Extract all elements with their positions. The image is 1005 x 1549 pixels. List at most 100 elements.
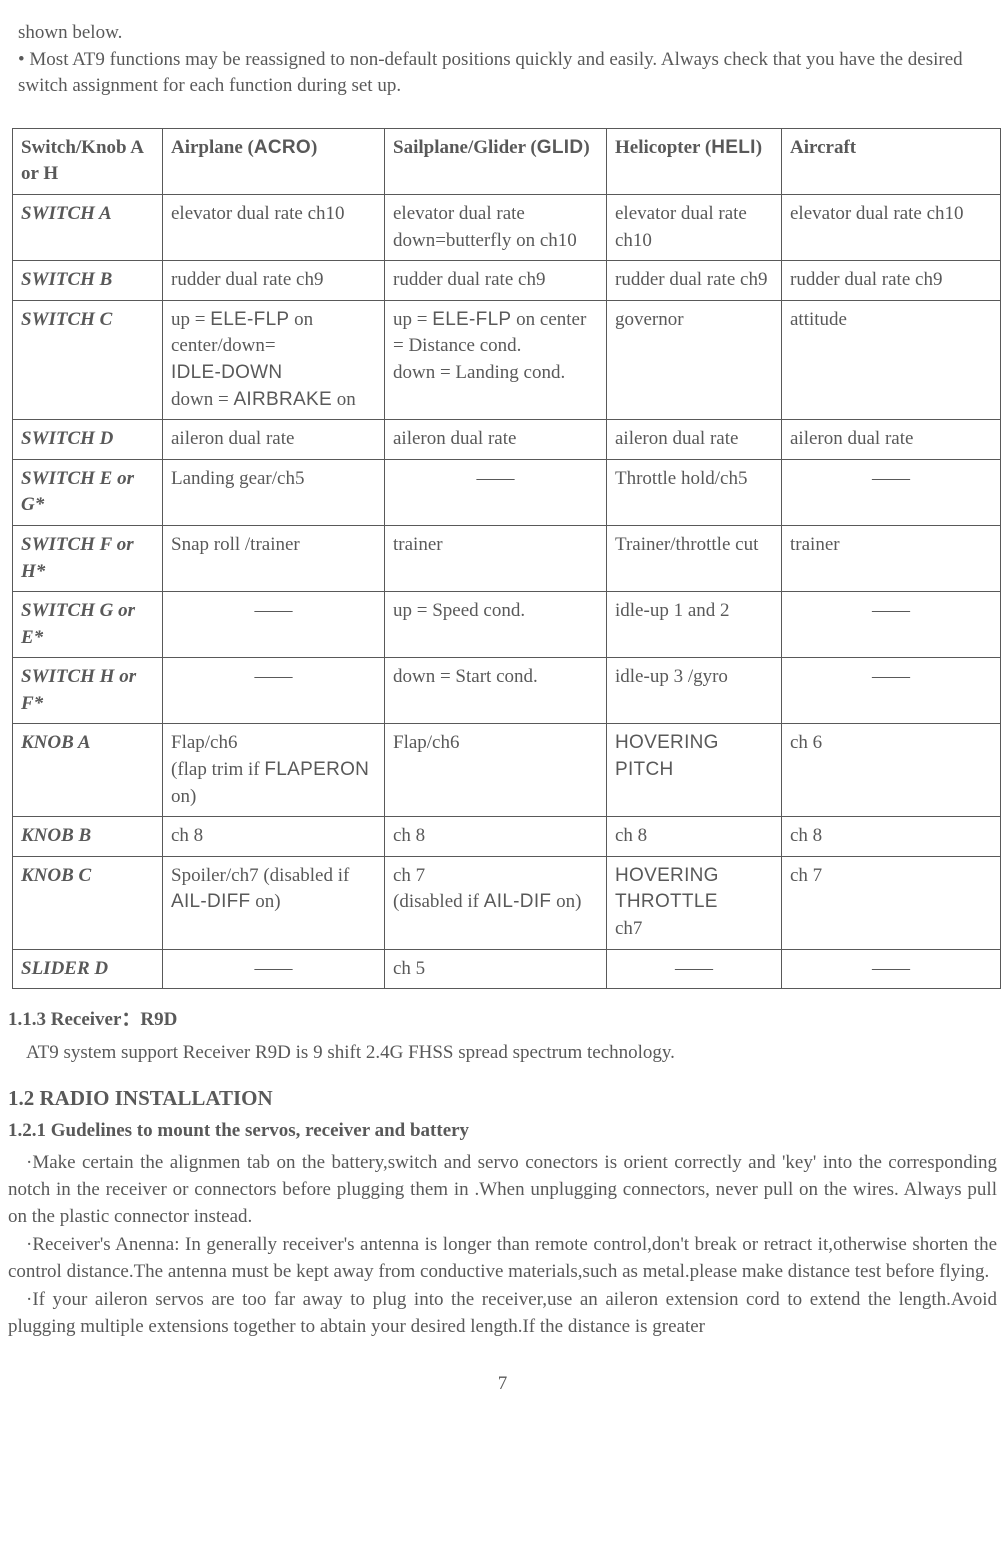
text: ch 7 xyxy=(393,865,425,886)
text: IDLE-DOWN xyxy=(171,362,282,383)
cell: aileron dual rate xyxy=(607,420,782,460)
cell: aileron dual rate xyxy=(782,420,1001,460)
table-header-row: Switch/Knob A or H Airplane (ACRO) Sailp… xyxy=(13,128,1001,194)
text: Flap/ch6 xyxy=(171,732,238,753)
text: up = xyxy=(393,309,432,330)
header-airplane-paren: ) xyxy=(311,137,317,158)
table-row: SWITCH C up = ELE-FLP on center/down= ID… xyxy=(13,300,1001,419)
cell: —— xyxy=(385,459,607,525)
cell: Throttle hold/ch5 xyxy=(607,459,782,525)
cell: ch 8 xyxy=(385,817,607,857)
header-col-sailplane: Sailplane/Glider (GLID) xyxy=(385,128,607,194)
cell: —— xyxy=(163,592,385,658)
cell: trainer xyxy=(385,525,607,591)
header-glid: GLID xyxy=(537,137,584,158)
row-label-switch-d: SWITCH D xyxy=(13,420,163,460)
cell: aileron dual rate xyxy=(385,420,607,460)
row-label-knob-c: KNOB C xyxy=(13,856,163,949)
table-row: SWITCH F or H* Snap roll /trainer traine… xyxy=(13,525,1001,591)
text: FLAPERON xyxy=(264,759,369,780)
header-airplane-text: Airplane ( xyxy=(171,137,254,158)
cell: attitude xyxy=(782,300,1001,419)
cell: down = Start cond. xyxy=(385,658,607,724)
cell: —— xyxy=(163,949,385,989)
table-row: SWITCH A elevator dual rate ch10 elevato… xyxy=(13,194,1001,260)
cell: Flap/ch6 xyxy=(385,724,607,817)
header-heli-paren: ) xyxy=(756,137,762,158)
cell: HOVERING THROTTLE ch7 xyxy=(607,856,782,949)
cell: ch 8 xyxy=(163,817,385,857)
text: (disabled if xyxy=(393,891,484,912)
table-row: SWITCH D aileron dual rate aileron dual … xyxy=(13,420,1001,460)
table-row: SLIDER D —— ch 5 —— —— xyxy=(13,949,1001,989)
cell: —— xyxy=(782,949,1001,989)
cell: elevator dual rate ch10 xyxy=(163,194,385,260)
header-sailplane-text: Sailplane/Glider ( xyxy=(393,137,537,158)
header-col-switch: Switch/Knob A or H xyxy=(13,128,163,194)
cell: —— xyxy=(607,949,782,989)
section-113-body: AT9 system support Receiver R9D is 9 shi… xyxy=(8,1040,997,1067)
cell: Flap/ch6(flap trim if FLAPERON on) xyxy=(163,724,385,817)
cell: —— xyxy=(782,459,1001,525)
section-12-title: 1.2 RADIO INSTALLATION xyxy=(8,1084,997,1113)
intro-line-2: • Most AT9 functions may be reassigned t… xyxy=(18,47,997,100)
cell: ch 7 (disabled if AIL-DIF on) xyxy=(385,856,607,949)
header-acro: ACRO xyxy=(254,137,311,158)
cell: up = ELE-FLP on center = Distance cond.d… xyxy=(385,300,607,419)
text: down = xyxy=(171,389,233,410)
cell: elevator dual rate ch10 xyxy=(607,194,782,260)
text: ch7 xyxy=(615,918,642,939)
cell: elevator dual rate down=butterfly on ch1… xyxy=(385,194,607,260)
text: ELE-FLP xyxy=(210,309,289,330)
cell: rudder dual rate ch9 xyxy=(385,261,607,301)
header-heli: HELI xyxy=(711,137,755,158)
cell: Snap roll /trainer xyxy=(163,525,385,591)
row-label-slider-d: SLIDER D xyxy=(13,949,163,989)
text: up = xyxy=(171,309,210,330)
cell: Trainer/throttle cut xyxy=(607,525,782,591)
text: on) xyxy=(551,891,581,912)
intro-line-1: shown below. xyxy=(18,20,997,47)
cell: ch 8 xyxy=(607,817,782,857)
cell: Landing gear/ch5 xyxy=(163,459,385,525)
text: AIL-DIF xyxy=(484,891,552,912)
text: down = Landing cond. xyxy=(393,362,565,383)
cell: idle-up 1 and 2 xyxy=(607,592,782,658)
text: on xyxy=(332,389,356,410)
guideline-para-3: ·If your aileron servos are too far away… xyxy=(8,1287,997,1340)
row-label-switch-c: SWITCH C xyxy=(13,300,163,419)
cell: Spoiler/ch7 (disabled if AIL-DIFF on) xyxy=(163,856,385,949)
cell: ch 7 xyxy=(782,856,1001,949)
cell: elevator dual rate ch10 xyxy=(782,194,1001,260)
header-col-airplane: Airplane (ACRO) xyxy=(163,128,385,194)
text: (flap trim if xyxy=(171,759,264,780)
intro-block: shown below. • Most AT9 functions may be… xyxy=(8,20,997,100)
row-label-switch-g: SWITCH G or E* xyxy=(13,592,163,658)
row-label-switch-h: SWITCH H or F* xyxy=(13,658,163,724)
table-row: SWITCH G or E* —— up = Speed cond. idle-… xyxy=(13,592,1001,658)
cell: HOVERING PITCH xyxy=(607,724,782,817)
section-121-title: 1.2.1 Gudelines to mount the servos, rec… xyxy=(8,1118,997,1145)
text: AIL-DIFF xyxy=(171,891,250,912)
row-label-switch-b: SWITCH B xyxy=(13,261,163,301)
guideline-para-1: ·Make certain the alignmen tab on the ba… xyxy=(8,1150,997,1230)
table-row: KNOB A Flap/ch6(flap trim if FLAPERON on… xyxy=(13,724,1001,817)
page-number: 7 xyxy=(8,1371,997,1398)
cell: idle-up 3 /gyro xyxy=(607,658,782,724)
table-row: KNOB B ch 8 ch 8 ch 8 ch 8 xyxy=(13,817,1001,857)
cell: aileron dual rate xyxy=(163,420,385,460)
cell: rudder dual rate ch9 xyxy=(782,261,1001,301)
row-label-knob-b: KNOB B xyxy=(13,817,163,857)
table-row: SWITCH E or G* Landing gear/ch5 —— Throt… xyxy=(13,459,1001,525)
text: HOVERING THROTTLE xyxy=(615,865,719,913)
text: AIRBRAKE xyxy=(233,389,332,410)
cell: —— xyxy=(782,658,1001,724)
switch-assignment-table: Switch/Knob A or H Airplane (ACRO) Sailp… xyxy=(12,128,1001,989)
cell: —— xyxy=(163,658,385,724)
cell: up = ELE-FLP on center/down= IDLE-DOWN d… xyxy=(163,300,385,419)
header-heli-text: Helicopter ( xyxy=(615,137,711,158)
cell: up = Speed cond. xyxy=(385,592,607,658)
text: on) xyxy=(250,891,280,912)
cell: —— xyxy=(782,592,1001,658)
table-row: SWITCH H or F* —— down = Start cond. idl… xyxy=(13,658,1001,724)
